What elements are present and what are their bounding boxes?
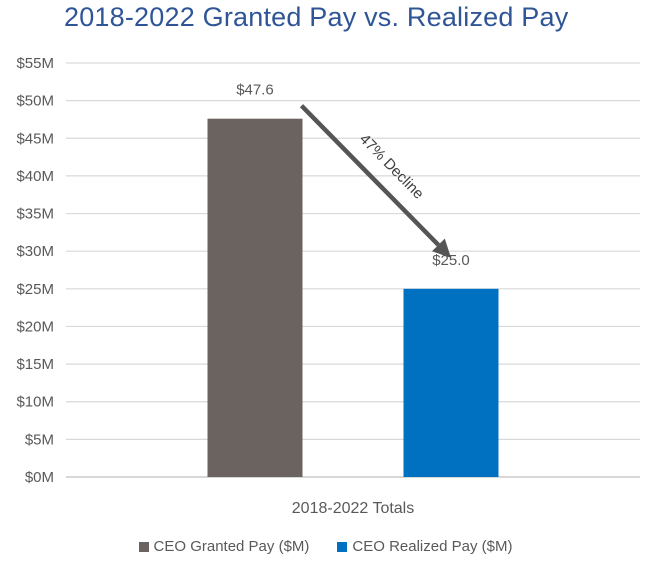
y-tick-label: $10M (16, 394, 54, 411)
decline-annotation-label: 47% Decline (356, 131, 427, 203)
legend-label-granted: CEO Granted Pay ($M) (153, 538, 310, 555)
y-tick-label: $30M (16, 243, 54, 260)
legend-item-granted: CEO Granted Pay ($M) (138, 538, 310, 555)
y-tick-label: $15M (16, 356, 54, 373)
data-label-granted: $47.6 (236, 82, 274, 99)
bar-chart: $0M $5M $10M $15M $20M $25M $30M $35M $40M $45M $5… (16, 55, 640, 517)
bar-realized (403, 288, 499, 477)
chart-title: 2018-2022 Granted Pay vs. Realized Pay (64, 2, 569, 32)
legend-label-realized: CEO Realized Pay ($M) (352, 538, 513, 555)
y-tick-label: $25M (16, 281, 54, 298)
decline-arrow-head (431, 238, 451, 258)
y-tick-label: $20M (16, 318, 54, 335)
legend-swatch-granted (138, 541, 149, 552)
y-tick-label: $5M (25, 431, 54, 448)
y-tick-label: $45M (16, 130, 54, 147)
y-tick-label: $35M (16, 206, 54, 223)
bar-granted (207, 118, 303, 478)
data-label-realized: $25.0 (432, 252, 470, 269)
x-category-label: 2018-2022 Totals (292, 500, 414, 517)
y-tick-label: $0M (25, 469, 54, 486)
y-tick-label: $55M (16, 55, 54, 72)
legend-swatch-realized (337, 541, 348, 552)
chart-legend: CEO Granted Pay ($M) CEO Realized Pay ($… (0, 538, 651, 555)
y-tick-label: $40M (16, 168, 54, 185)
decline-arrow-shaft (299, 104, 440, 247)
y-tick-label: $50M (16, 93, 54, 110)
legend-item-realized: CEO Realized Pay ($M) (337, 538, 512, 555)
